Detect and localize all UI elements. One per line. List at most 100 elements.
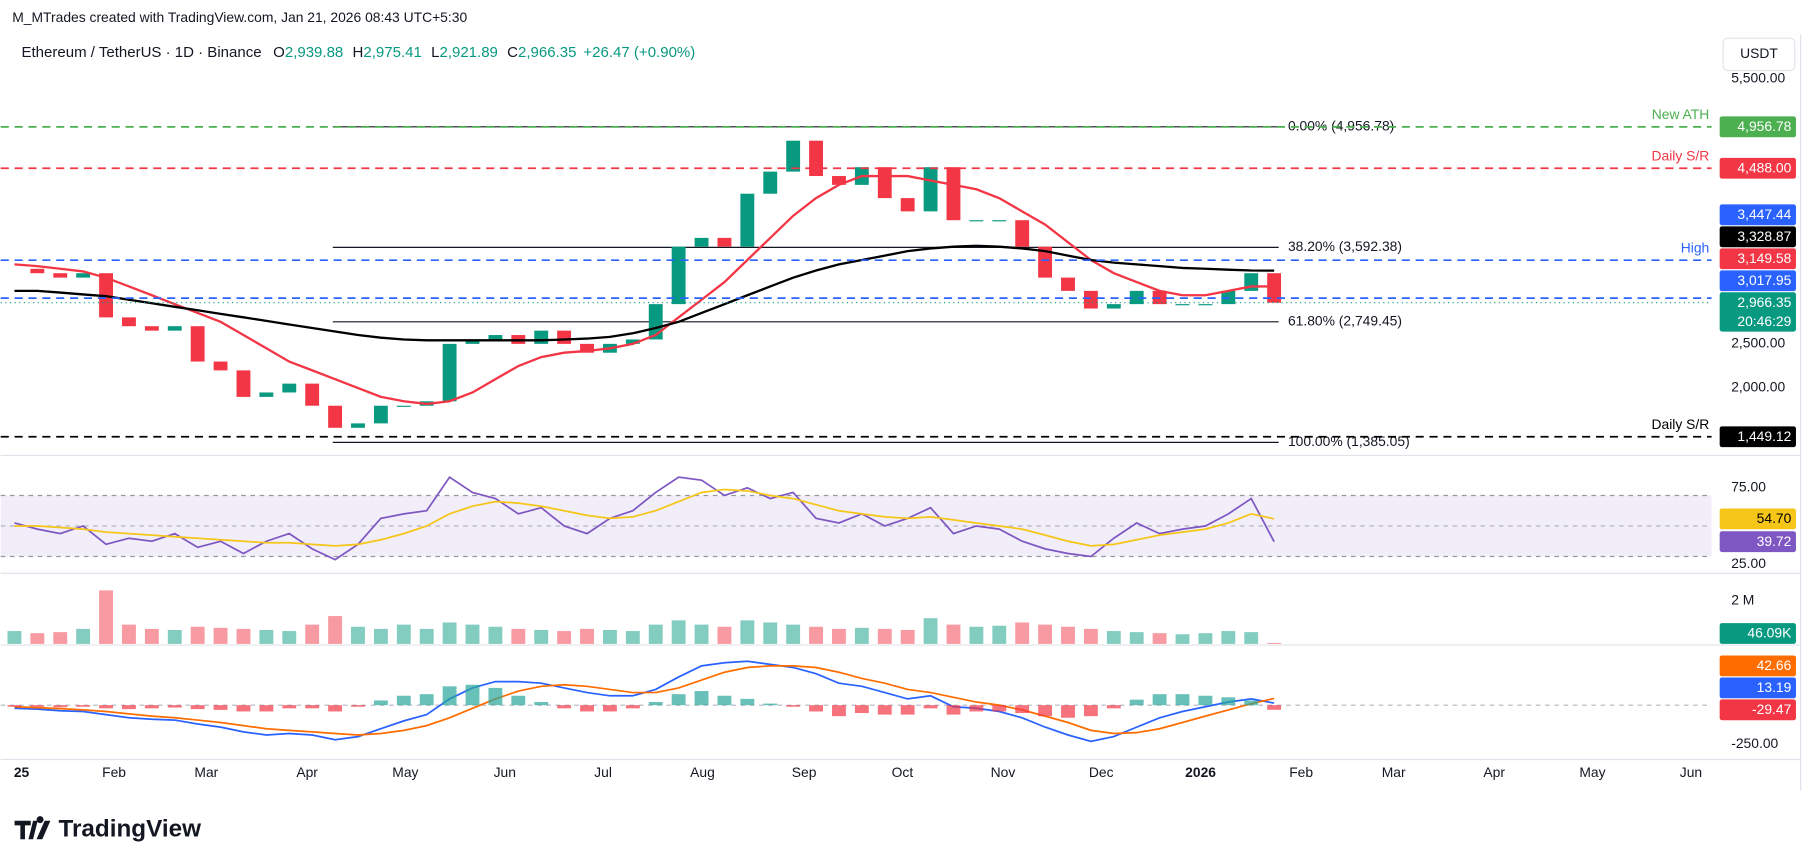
y-tick-label: 5,500.00 [1731, 70, 1785, 86]
candle [923, 167, 938, 212]
candle [259, 392, 274, 397]
price-label: -29.47 [1752, 701, 1792, 717]
volume-bar [534, 629, 549, 644]
macd-histogram [488, 687, 503, 706]
candle [648, 304, 663, 340]
x-tick-label: Aug [690, 764, 715, 780]
currency[interactable]: USDT [1740, 45, 1778, 61]
macd-histogram [877, 705, 892, 715]
macd-histogram [167, 705, 182, 708]
level-text: New ATH [1652, 106, 1710, 122]
moving-average [14, 244, 1275, 342]
x-tick-label: 2026 [1185, 764, 1216, 780]
candle [282, 383, 297, 393]
volume-bar [923, 618, 938, 644]
volume-bar [1061, 626, 1075, 644]
volume-bar [1244, 632, 1259, 644]
macd-histogram [396, 695, 411, 706]
volume-bar [488, 626, 503, 644]
price-label: 2,966.35 [1737, 294, 1791, 310]
volume-bar [786, 624, 801, 644]
price-label: 1,449.12 [1737, 428, 1791, 444]
macd-histogram [465, 684, 480, 706]
x-tick-label: May [392, 764, 418, 780]
candle [786, 140, 801, 172]
macd-histogram [602, 705, 617, 712]
volume-bar [1267, 642, 1282, 644]
volume-bar [236, 628, 251, 644]
candle [832, 176, 846, 185]
macd-histogram [992, 705, 1007, 712]
macd-histogram [1244, 700, 1259, 706]
macd-histogram [511, 695, 526, 706]
currency-button[interactable] [1722, 37, 1796, 72]
candle [877, 167, 892, 199]
y-tick-label: 75.00 [1731, 479, 1766, 495]
macd-histogram [419, 694, 434, 706]
logo-text: TradingView [58, 815, 201, 842]
macd-histogram [1038, 705, 1053, 717]
price-label-box [1719, 677, 1796, 699]
macd-histogram [1061, 705, 1075, 718]
candle [625, 339, 640, 344]
macd-histogram [1106, 705, 1121, 709]
volume-bar [969, 626, 984, 644]
volume-bar [1221, 631, 1236, 644]
fib-label: 61.80% (2,749.45) [1288, 312, 1402, 328]
macd-histogram [53, 705, 68, 708]
candle [557, 330, 572, 344]
macd-line [14, 664, 1275, 736]
volume-bar [351, 626, 365, 644]
volume-bar [305, 624, 320, 644]
y-tick-label: 25.00 [1731, 555, 1766, 571]
price-label-box [1719, 426, 1796, 448]
candle [488, 335, 503, 340]
attribution: M_MTrades created with TradingView.com, … [12, 9, 467, 25]
x-tick-label: Jun [1680, 764, 1702, 780]
ohlc-value: 2,939.88 [285, 44, 343, 61]
macd-histogram [1129, 699, 1144, 706]
price-label: 3,328.87 [1737, 228, 1791, 244]
macd-histogram [1083, 705, 1098, 717]
candle [167, 326, 182, 331]
volume-bar [99, 590, 113, 644]
macd-histogram [1015, 705, 1030, 714]
volume-bar [648, 624, 663, 644]
price-label: 42.66 [1757, 657, 1792, 673]
candle [1061, 277, 1075, 291]
price-label-box [1719, 699, 1796, 721]
x-tick-label: Jun [494, 764, 516, 780]
price-label: 4,956.78 [1737, 118, 1791, 134]
macd-histogram [7, 705, 22, 707]
volume-bar [144, 628, 159, 644]
macd-histogram [99, 705, 113, 709]
candle [465, 339, 480, 344]
ohlc-value: 2,975.41 [363, 44, 421, 61]
macd-histogram [259, 705, 274, 712]
candle [373, 405, 388, 424]
macd-histogram [580, 705, 594, 712]
price-label: 4,488.00 [1737, 159, 1791, 175]
ohlc-value: 2,921.89 [439, 44, 497, 61]
candle [1129, 290, 1144, 305]
indicator-line [14, 488, 1275, 547]
volume-bar [1038, 624, 1053, 644]
symbol-line: Ethereum / TetherUS · 1D · Binance O2,939… [22, 44, 696, 61]
macd-histogram [625, 705, 640, 709]
price-label-box [1719, 157, 1796, 179]
fib-label: 38.20% (3,592.38) [1288, 238, 1402, 254]
macd-histogram [122, 705, 136, 710]
volume-bar [580, 628, 594, 644]
volume-bar [1083, 628, 1098, 644]
candle [580, 343, 594, 353]
macd-histogram [190, 705, 205, 710]
macd-histogram [786, 705, 801, 707]
volume-bar [190, 626, 205, 644]
x-tick-label: Sep [792, 764, 817, 780]
macd-histogram [282, 705, 297, 709]
macd-histogram [809, 705, 823, 712]
macd-histogram [854, 705, 869, 714]
ohlc-key: L [431, 44, 439, 61]
candle [717, 237, 732, 247]
price-label-box [1719, 531, 1796, 553]
